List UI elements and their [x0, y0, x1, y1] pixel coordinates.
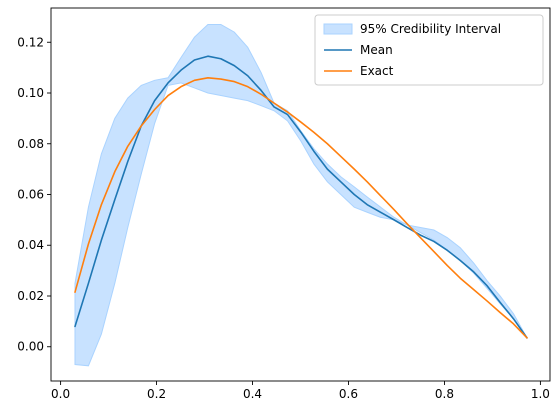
legend-swatch-band — [323, 23, 353, 35]
y-axis: 0.00 0.02 0.04 0.06 0.08 0.10 0.12 — [17, 35, 51, 354]
legend-box — [314, 14, 544, 86]
x-tick-label: 1.0 — [531, 387, 550, 401]
y-tick-label: 0.08 — [17, 137, 44, 151]
series-line-mean — [74, 55, 528, 339]
legend-label-band: 95% Credibility Interval — [360, 22, 501, 36]
x-tick-label: 0.0 — [51, 387, 70, 401]
legend-label-exact: Exact — [360, 64, 394, 78]
y-tick-label: 0.06 — [17, 188, 44, 202]
plot-area — [74, 23, 528, 367]
y-tick-label: 0.12 — [17, 35, 44, 49]
x-tick-label: 0.4 — [243, 387, 262, 401]
axes-frame — [50, 7, 551, 382]
series-line-exact — [74, 76, 528, 339]
y-tick-label: 0.00 — [17, 340, 44, 354]
y-tick-label: 0.10 — [17, 86, 44, 100]
y-tick-label: 0.02 — [17, 289, 44, 303]
x-tick-label: 0.2 — [147, 387, 166, 401]
x-tick-label: 0.8 — [435, 387, 454, 401]
legend: 95% Credibility Interval Mean Exact — [314, 14, 544, 86]
x-axis: 0.0 0.2 0.4 0.6 0.8 1.0 — [51, 381, 550, 401]
y-tick-label: 0.04 — [17, 238, 44, 252]
legend-label-mean: Mean — [360, 43, 393, 57]
x-tick-label: 0.6 — [339, 387, 358, 401]
